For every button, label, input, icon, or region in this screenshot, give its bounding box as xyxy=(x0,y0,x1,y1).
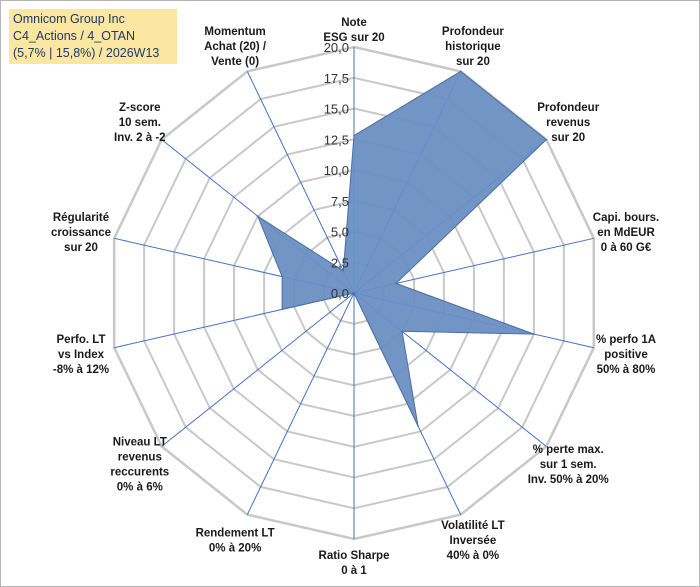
axis-label-line: -8% à 12% xyxy=(53,364,109,376)
axis-label-line: reccurents xyxy=(110,466,169,478)
data-point xyxy=(395,282,397,285)
axis-label: Z-score 10 sem. Inv. 2 à -2 xyxy=(114,102,166,144)
axis-label-line: ESG sur 20 xyxy=(323,32,384,44)
axis-label: Niveau LT revenus reccurents 0% à 6% xyxy=(110,436,169,493)
axis-label: Perfo. LT vs Index -8% à 12% xyxy=(53,334,109,376)
radar-series xyxy=(256,70,548,427)
series-area xyxy=(256,70,548,427)
axis-label-line: % perte max. xyxy=(533,444,604,456)
axis-label-line: Régularité xyxy=(53,212,109,224)
axis-label-line: positive xyxy=(604,349,647,361)
axis-label-line: Achat (20) / xyxy=(204,41,267,53)
axis-label: Note ESG sur 20 xyxy=(323,17,384,44)
data-point xyxy=(533,333,535,335)
axis-label: Ratio Sharpe 0 à 1 xyxy=(319,550,390,577)
data-point xyxy=(459,70,462,73)
radar-axis-labels: Note ESG sur 20 Profondeur historique sur 20… xyxy=(51,17,659,577)
axis-label: Profondeur historique sur 20 xyxy=(442,26,504,68)
axis-label-line: Momentum xyxy=(204,26,265,38)
axis-label-line: Profondeur xyxy=(537,102,599,114)
data-point xyxy=(353,134,355,137)
axis-label-line: 0 à 60 G€ xyxy=(601,242,652,254)
axis-label-line: Z-score xyxy=(119,102,161,114)
axis-label-line: Vente (0) xyxy=(211,56,259,68)
axis-label-line: Volatilité LT xyxy=(441,520,504,532)
tick-label: 7,5 xyxy=(331,194,349,209)
axis-label-line: en MdEUR xyxy=(597,227,655,239)
axis-label-line: Niveau LT xyxy=(113,436,167,448)
axis-spoke xyxy=(161,292,355,447)
data-point xyxy=(545,138,548,141)
axis-label-line: 50% à 80% xyxy=(597,364,656,376)
tick-label: 12,5 xyxy=(324,132,349,147)
data-point xyxy=(257,215,259,218)
info-box: Omnicom Group Inc C4_Actions / 4_OTAN (5… xyxy=(9,9,177,64)
tick-label: 5,0 xyxy=(331,225,349,240)
axis-label: Profondeur revenus sur 20 xyxy=(537,102,599,144)
tick-label: 2,5 xyxy=(331,255,349,270)
data-point xyxy=(353,292,355,294)
axis-label-line: 0 à 1 xyxy=(341,565,367,577)
axis-label-line: Capi. bours. xyxy=(593,212,659,224)
axis-label-line: Profondeur xyxy=(442,26,504,38)
axis-label-line: Note xyxy=(341,17,367,29)
info-performance: (5,7% | 15,8%) / 2026W13 xyxy=(13,46,160,60)
info-portfolio: C4_Actions / 4_OTAN xyxy=(13,29,136,43)
axis-spoke xyxy=(246,292,355,515)
tick-label: 15,0 xyxy=(324,102,349,117)
axis-label-line: % perfo 1A xyxy=(596,334,656,346)
axis-label-line: Inv. 50% à 20% xyxy=(528,474,609,486)
axis-label: % perte max. sur 1 sem. Inv. 50% à 20% xyxy=(528,444,609,486)
info-company-name: Omnicom Group Inc xyxy=(13,12,125,26)
axis-label-line: Inversée xyxy=(450,535,497,547)
axis-label-line: Perfo. LT xyxy=(57,334,106,346)
axis-label-line: croissance xyxy=(51,227,111,239)
axis-label-line: sur 20 xyxy=(551,132,585,144)
axis-label: Volatilité LT Inversée 40% à 0% xyxy=(441,520,504,562)
axis-label: Momentum Achat (20) / Vente (0) xyxy=(204,26,267,68)
data-point xyxy=(281,275,283,278)
data-point xyxy=(342,270,345,272)
axis-label: Rendement LT 0% à 20% xyxy=(196,527,275,554)
axis-label: Régularité croissance sur 20 xyxy=(51,212,111,254)
tick-label: 20,0 xyxy=(324,40,349,55)
axis-label-line: vs Index xyxy=(58,349,105,361)
data-point xyxy=(401,330,403,333)
radar-tick-labels: 0,0 2,5 5,0 7,5 10,0 12,5 15,0 17,5 20,0 xyxy=(324,40,349,301)
axis-label-line: sur 20 xyxy=(64,242,98,254)
axis-label-line: sur 20 xyxy=(456,56,490,68)
axis-label-line: 40% à 0% xyxy=(447,550,499,562)
data-point xyxy=(417,425,419,427)
axis-label-line: revenus xyxy=(118,451,162,463)
axis-label-line: 0% à 6% xyxy=(117,481,163,493)
axis-label-line: 10 sem. xyxy=(119,117,161,129)
axis-label-line: Rendement LT xyxy=(196,527,275,539)
tick-label: 10,0 xyxy=(324,163,349,178)
tick-label: 17,5 xyxy=(324,71,349,86)
tick-label: 0,0 xyxy=(331,286,349,301)
axis-label-line: 0% à 20% xyxy=(209,542,261,554)
axis-label-line: historique xyxy=(445,41,501,53)
axis-label-line: Ratio Sharpe xyxy=(319,550,390,562)
axis-label-line: sur 1 sem. xyxy=(540,459,597,471)
axis-label-line: revenus xyxy=(546,117,590,129)
axis-spoke xyxy=(246,71,355,294)
axis-label-line: Inv. 2 à -2 xyxy=(114,132,166,144)
axis-label: % perfo 1A positive 50% à 80% xyxy=(596,334,656,376)
data-point xyxy=(281,308,283,311)
axis-label: Capi. bours. en MdEUR 0 à 60 G€ xyxy=(593,212,659,254)
